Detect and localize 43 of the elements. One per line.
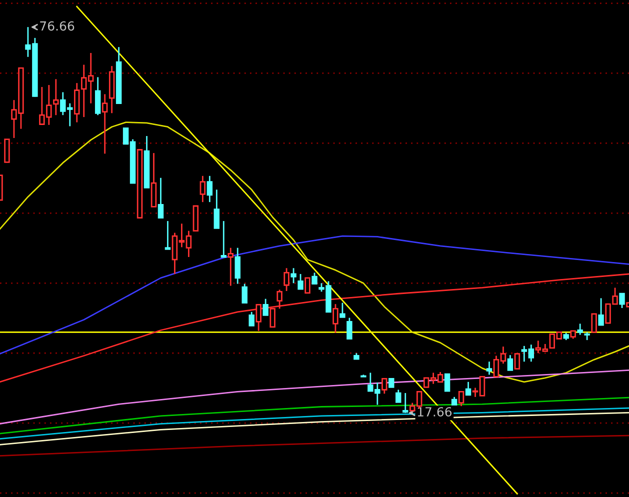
candlestick xyxy=(248,311,254,326)
candlestick xyxy=(290,267,296,284)
candlestick xyxy=(102,93,108,154)
candlestick xyxy=(220,220,227,258)
candlestick xyxy=(514,353,520,370)
candlestick xyxy=(242,283,248,304)
candlestick xyxy=(228,247,234,286)
annotation: 76.66 xyxy=(40,21,74,31)
candlestick xyxy=(396,389,402,403)
candlestick xyxy=(598,298,604,326)
candlestick xyxy=(206,175,213,203)
candlestick xyxy=(619,292,625,309)
candlestick xyxy=(444,373,450,392)
candlestick xyxy=(304,277,310,294)
candlestick xyxy=(340,302,346,318)
candlestick xyxy=(458,391,464,407)
candlestick xyxy=(53,78,59,116)
candlestick xyxy=(158,177,164,218)
candlestick xyxy=(591,313,597,333)
candlestick xyxy=(94,76,101,116)
candlestick xyxy=(465,381,472,396)
candlestick xyxy=(332,303,338,334)
candlestick xyxy=(74,82,80,123)
candlestick xyxy=(214,188,220,229)
candlestick xyxy=(402,392,408,414)
candlestick xyxy=(507,354,514,371)
candlestick xyxy=(486,360,492,376)
candlestick xyxy=(270,308,276,328)
candlestick xyxy=(276,289,282,310)
annotation: 17.66 xyxy=(418,407,452,417)
candlestick xyxy=(284,267,290,292)
candlestick xyxy=(262,298,268,316)
candlestick xyxy=(4,138,10,163)
candlestick xyxy=(164,220,171,250)
candlestick xyxy=(150,152,157,208)
candlestick xyxy=(346,317,352,340)
candlestick xyxy=(577,323,583,336)
candlestick xyxy=(200,175,206,203)
candlestick xyxy=(298,273,304,290)
candlestick xyxy=(312,272,318,285)
candlestick xyxy=(234,247,240,285)
candlestick xyxy=(256,304,262,332)
candlestick xyxy=(382,378,388,394)
